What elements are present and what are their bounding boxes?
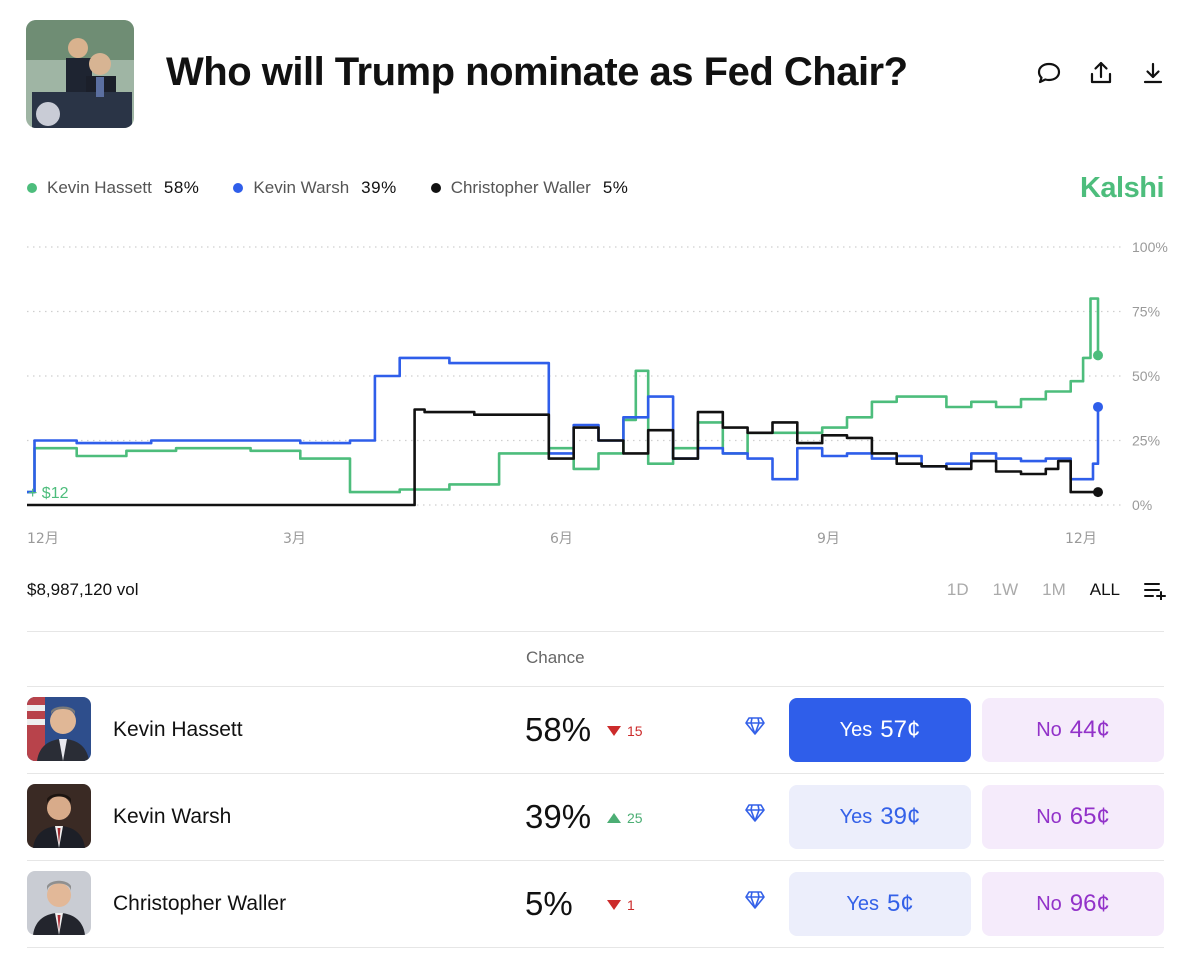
- legend-item-waller[interactable]: Christopher Waller 5%: [430, 178, 629, 198]
- buy-no-button[interactable]: No 65¢: [982, 785, 1164, 849]
- legend-pct: 58%: [163, 178, 200, 197]
- range-all[interactable]: ALL: [1089, 580, 1120, 599]
- legend-item-hassett[interactable]: Kevin Hassett 58%: [27, 178, 199, 198]
- chart-settings-icon[interactable]: [1144, 580, 1166, 600]
- share-icon[interactable]: [1088, 60, 1114, 86]
- chance-delta: 25: [607, 810, 643, 826]
- header-actions: [1036, 60, 1166, 86]
- series-end-point: [1093, 487, 1103, 498]
- x-tick-label: 6月: [550, 531, 573, 547]
- y-tick-label: 50%: [1132, 368, 1160, 384]
- outcome-chance: 39%: [525, 798, 592, 835]
- legend-item-warsh[interactable]: Kevin Warsh 39%: [233, 178, 396, 198]
- divider: [27, 773, 1164, 774]
- no-label: No: [1036, 718, 1062, 741]
- legend-name: Kevin Warsh: [253, 178, 350, 197]
- chart-legend: Kevin Hassett 58% Kevin Warsh 39% Christ…: [27, 178, 662, 198]
- price-history-chart[interactable]: 100% 75% 50% 25% 0% 12月 3月 6月 9月 12月 + $12: [0, 230, 1200, 560]
- chance-delta: 1: [607, 897, 635, 913]
- divider: [27, 860, 1164, 861]
- market-thumbnail-image: [26, 20, 134, 128]
- outcome-name: Kevin Warsh: [113, 805, 232, 828]
- yes-price: 5¢: [886, 890, 914, 917]
- yes-label: Yes: [839, 805, 873, 828]
- divider: [27, 631, 1164, 632]
- down-triangle-icon: [607, 900, 621, 910]
- outcome-row-warsh[interactable]: Kevin Warsh 39% 25 Yes 39¢ No 65¢: [27, 774, 1164, 860]
- delta-value: 1: [627, 897, 635, 913]
- diamond-icon[interactable]: [745, 891, 765, 909]
- delta-value: 25: [627, 810, 643, 826]
- outcome-chance: 5%: [525, 885, 573, 922]
- range-1w[interactable]: 1W: [992, 580, 1019, 599]
- outcome-chance: 58%: [525, 711, 592, 748]
- y-tick-label: 100%: [1132, 239, 1168, 255]
- no-price: 44¢: [1069, 716, 1110, 743]
- delta-value: 15: [627, 723, 643, 739]
- down-triangle-icon: [607, 726, 621, 736]
- legend-pct: 5%: [602, 178, 629, 197]
- divider: [27, 686, 1164, 687]
- chance-delta: 15: [607, 723, 643, 739]
- download-icon[interactable]: [1140, 60, 1166, 86]
- range-1d[interactable]: 1D: [946, 580, 969, 599]
- series-line: [27, 356, 1100, 494]
- yes-label: Yes: [846, 892, 879, 915]
- legend-dot: [233, 183, 244, 193]
- outcome-row-waller[interactable]: Christopher Waller 5% 1 Yes 5¢ No 96¢: [27, 861, 1164, 947]
- yes-price: 57¢: [880, 716, 921, 743]
- outcome-row-hassett[interactable]: Kevin Hassett 58% 15 Yes 57¢ No 44¢: [27, 687, 1164, 773]
- diamond-icon[interactable]: [745, 804, 765, 822]
- up-triangle-icon: [607, 813, 621, 823]
- divider: [27, 947, 1164, 948]
- y-tick-label: 25%: [1132, 433, 1160, 449]
- avatar: [27, 871, 91, 935]
- yes-price: 39¢: [880, 803, 921, 830]
- x-tick-label: 9月: [817, 531, 840, 547]
- pnl-annotation: + $12: [28, 485, 69, 502]
- volume-text: $8,987,120 vol: [27, 580, 139, 599]
- x-tick-label: 12月: [27, 531, 59, 547]
- no-price: 96¢: [1069, 890, 1110, 917]
- outcome-name: Kevin Hassett: [113, 718, 243, 741]
- diamond-icon[interactable]: [745, 717, 765, 735]
- series-end-point: [1093, 401, 1103, 412]
- buy-yes-button[interactable]: Yes 39¢: [789, 785, 971, 849]
- x-tick-label: 12月: [1065, 531, 1097, 547]
- buy-no-button[interactable]: No 44¢: [982, 698, 1164, 762]
- chance-column-header: Chance: [526, 648, 585, 667]
- comment-icon[interactable]: [1036, 60, 1062, 86]
- legend-name: Kevin Hassett: [47, 178, 152, 197]
- y-tick-label: 75%: [1132, 304, 1160, 320]
- no-label: No: [1036, 892, 1062, 915]
- market-title: Who will Trump nominate as Fed Chair?: [166, 50, 908, 94]
- buy-yes-button[interactable]: Yes 57¢: [789, 698, 971, 762]
- y-tick-label: 0%: [1132, 497, 1152, 513]
- legend-dot: [430, 183, 441, 193]
- time-range-selector: 1D 1W 1M ALL: [947, 580, 1166, 600]
- no-label: No: [1036, 805, 1062, 828]
- legend-name: Christopher Waller: [450, 178, 591, 197]
- series-end-point: [1093, 350, 1103, 361]
- avatar: [27, 697, 91, 761]
- legend-dot: [27, 183, 37, 193]
- series-line: [27, 408, 1098, 507]
- x-tick-label: 3月: [283, 531, 306, 547]
- brand-logo[interactable]: Kalshi: [1079, 172, 1165, 204]
- range-1m[interactable]: 1M: [1042, 580, 1066, 599]
- legend-pct: 39%: [361, 178, 397, 197]
- outcome-name: Christopher Waller: [113, 892, 287, 915]
- avatar: [27, 784, 91, 848]
- yes-label: Yes: [839, 718, 873, 741]
- series-line: [27, 297, 1100, 494]
- market-header: Who will Trump nominate as Fed Chair?: [26, 20, 1166, 130]
- buy-no-button[interactable]: No 96¢: [982, 872, 1164, 936]
- no-price: 65¢: [1069, 803, 1110, 830]
- buy-yes-button[interactable]: Yes 5¢: [789, 872, 971, 936]
